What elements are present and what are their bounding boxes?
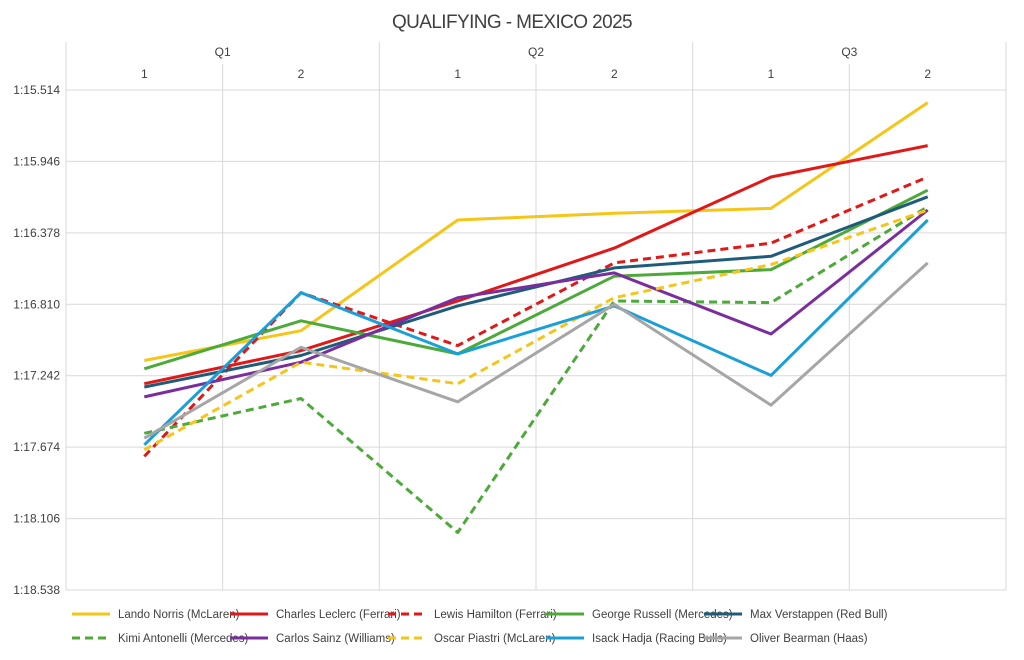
series-line-charles-leclerc [143,144,928,386]
series-line-isack-hadja [143,218,929,446]
session-label: 1 [141,67,148,81]
y-tick-label: 1:18.538 [13,583,60,597]
legend-label-oliver-bearman: Oliver Bearman (Haas) [750,633,868,645]
y-tick-label: 1:17.242 [13,369,60,383]
plot-area [143,101,929,534]
legend-label-isack-hadja: Isack Hadja (Racing Bulls) [592,633,727,645]
legend-label-oscar-piastri: Oscar Piastri (McLaren) [434,633,556,645]
legend-label-charles-leclerc: Charles Leclerc (Ferrari) [276,609,401,621]
series-line-oliver-bearman [143,261,929,440]
legend-label-lewis-hamilton: Lewis Hamilton (Ferrari) [434,609,557,621]
legend: Lando Norris (McLaren) Charles Leclerc (F… [72,609,888,645]
y-tick-label: 1:16.378 [13,226,60,240]
series-line-lando-norris [144,101,929,362]
legend-label-max-verstappen: Max Verstappen (Red Bull) [750,609,888,621]
group-label-q3: Q3 [841,45,857,59]
group-label-q1: Q1 [215,45,231,59]
session-label: 2 [611,67,618,81]
y-tick-label: 1:15.946 [13,154,60,168]
group-label-q2: Q2 [528,45,544,59]
legend-label-lando-norris: Lando Norris (McLaren) [118,609,240,621]
y-tick-label: 1:16.810 [13,297,60,311]
y-tick-label: 1:17.674 [13,440,60,454]
series-line-oscar-piastri [143,208,929,452]
chart-title: QUALIFYING - MEXICO 2025 [392,12,632,33]
y-tick-label: 1:18.106 [13,512,60,526]
y-tick-label: 1:15.514 [13,83,60,97]
session-label: 2 [298,67,305,81]
legend-label-carlos-sainz: Carlos Sainz (Williams) [276,633,395,645]
session-label: 1 [454,67,461,81]
session-label: 1 [768,67,775,81]
grid [65,42,1007,591]
y-axis: 1:15.514 1:15.946 1:16.378 1:16.810 1:17.242… [13,83,60,597]
legend-label-kimi-antonelli: Kimi Antonelli (Mercedes) [118,633,249,645]
session-header: Q1 1 2 Q2 1 2 Q3 1 2 [141,45,931,81]
series-line-carlos-sainz [143,208,929,399]
session-label: 2 [924,67,931,81]
series-line-kimi-antonelli [143,205,929,534]
legend-label-george-russell: George Russell (Mercedes) [592,609,733,621]
